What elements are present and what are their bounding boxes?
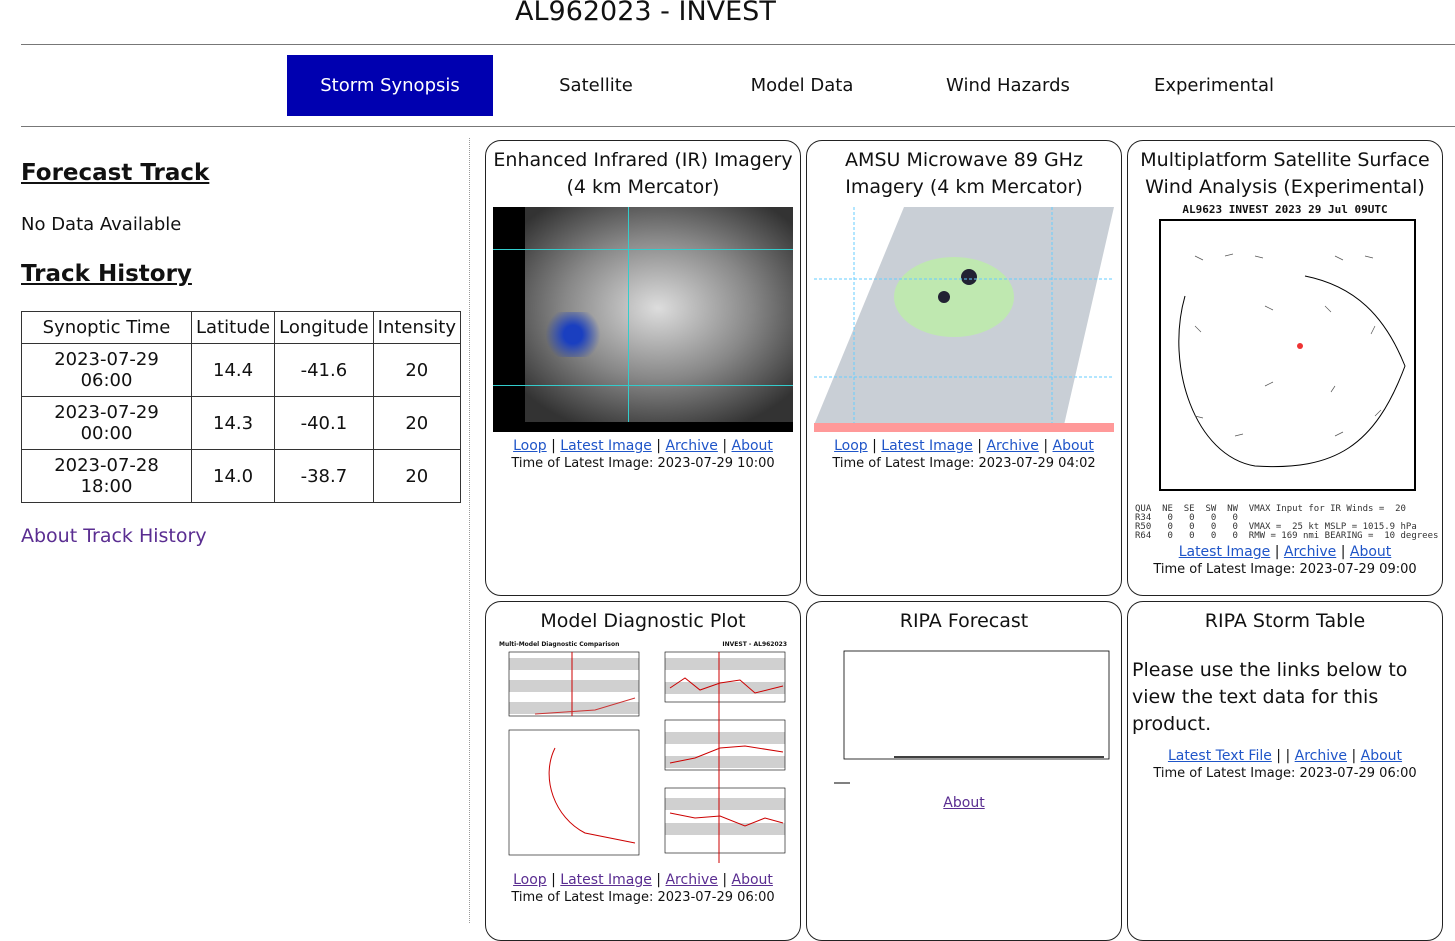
- page-title: AL962023 - INVEST: [515, 0, 776, 27]
- ripa-storm-table-panel: RIPA Storm Table Please use the links be…: [1127, 601, 1443, 941]
- divider: [21, 126, 1455, 127]
- cell: 20: [373, 397, 460, 450]
- column-divider: [469, 138, 470, 923]
- panel-text: Please use the links below to view the t…: [1128, 657, 1442, 738]
- cell: 20: [373, 450, 460, 503]
- cell: 2023-07-29 06:00: [22, 344, 192, 397]
- image-footer-line: R64 0 0 0 0 RMW = 169 nmi BEARING = 10 d…: [1135, 532, 1435, 541]
- panel-links: Latest Text File | | Archive | About: [1128, 748, 1442, 764]
- track-history-heading: Track History: [21, 261, 461, 287]
- cell: 2023-07-28 18:00: [22, 450, 192, 503]
- ir-satellite-image[interactable]: [493, 207, 793, 432]
- archive-link[interactable]: Archive: [986, 438, 1038, 454]
- about-link[interactable]: About: [732, 872, 773, 888]
- image-header-2: INVEST - AL962023: [722, 641, 787, 648]
- cell: -41.6: [275, 344, 374, 397]
- latest-image-time: Time of Latest Image: 2023-07-29 06:00: [1128, 766, 1442, 781]
- track-history-table: Synoptic Time Latitude Longitude Intensi…: [21, 311, 461, 503]
- panel-title: RIPA Forecast: [807, 608, 1121, 635]
- cell: 14.4: [192, 344, 275, 397]
- column-header: Longitude: [275, 312, 374, 344]
- latest-image-time: Time of Latest Image: 2023-07-29 06:00: [486, 890, 800, 905]
- panel-title: Enhanced Infrared (IR) Imagery (4 km Mer…: [486, 147, 800, 201]
- image-header: AL9623 INVEST 2023 29 Jul 09UTC: [1135, 203, 1435, 216]
- cell: 14.0: [192, 450, 275, 503]
- loop-link[interactable]: Loop: [834, 438, 868, 454]
- about-track-history-link[interactable]: About Track History: [21, 525, 461, 547]
- tab-experimental[interactable]: Experimental: [1111, 55, 1317, 116]
- model-diagnostic-image[interactable]: Multi-Model Diagnostic Comparison INVEST…: [495, 641, 791, 866]
- panel-links: Loop | Latest Image | Archive | About: [486, 438, 800, 454]
- ripa-forecast-image[interactable]: [814, 641, 1114, 791]
- latest-image-link[interactable]: Latest Image: [881, 438, 973, 454]
- panel-links: About: [807, 795, 1121, 811]
- tab-model-data[interactable]: Model Data: [699, 55, 905, 116]
- ripa-forecast-panel: RIPA Forecast About: [806, 601, 1122, 941]
- column-header: Latitude: [192, 312, 275, 344]
- cell: -40.1: [275, 397, 374, 450]
- latest-image-link[interactable]: Latest Image: [560, 438, 652, 454]
- forecast-track-status: No Data Available: [21, 214, 461, 235]
- about-link[interactable]: About: [943, 795, 984, 811]
- archive-link[interactable]: Archive: [665, 438, 717, 454]
- tab-storm-synopsis[interactable]: Storm Synopsis: [287, 55, 493, 116]
- panel-title: Multiplatform Satellite Surface Wind Ana…: [1128, 147, 1442, 201]
- tab-satellite[interactable]: Satellite: [493, 55, 699, 116]
- cell: 14.3: [192, 397, 275, 450]
- amsu-microwave-panel: AMSU Microwave 89 GHz Imagery (4 km Merc…: [806, 140, 1122, 596]
- archive-link[interactable]: Archive: [1295, 748, 1347, 764]
- table-header-row: Synoptic Time Latitude Longitude Intensi…: [22, 312, 461, 344]
- about-link[interactable]: About: [732, 438, 773, 454]
- column-header: Intensity: [373, 312, 460, 344]
- cell: 20: [373, 344, 460, 397]
- loop-link[interactable]: Loop: [513, 872, 547, 888]
- loop-link[interactable]: Loop: [513, 438, 547, 454]
- left-column: Forecast Track No Data Available Track H…: [21, 160, 461, 547]
- panel-links: Loop | Latest Image | Archive | About: [807, 438, 1121, 454]
- model-diagnostic-panel: Model Diagnostic Plot Multi-Model Diagno…: [485, 601, 801, 941]
- latest-image-time: Time of Latest Image: 2023-07-29 09:00: [1128, 562, 1442, 577]
- surface-wind-panel: Multiplatform Satellite Surface Wind Ana…: [1127, 140, 1443, 596]
- latest-text-file-link[interactable]: Latest Text File: [1168, 748, 1272, 764]
- column-header: Synoptic Time: [22, 312, 192, 344]
- latest-image-time: Time of Latest Image: 2023-07-29 04:02: [807, 456, 1121, 471]
- divider: [21, 44, 1455, 45]
- panel-title: Model Diagnostic Plot: [486, 608, 800, 635]
- latest-image-time: Time of Latest Image: 2023-07-29 10:00: [486, 456, 800, 471]
- panel-links: Loop | Latest Image | Archive | About: [486, 872, 800, 888]
- panel-title: AMSU Microwave 89 GHz Imagery (4 km Merc…: [807, 147, 1121, 201]
- about-link[interactable]: About: [1053, 438, 1094, 454]
- latest-image-link[interactable]: Latest Image: [560, 872, 652, 888]
- panel-title: RIPA Storm Table: [1128, 608, 1442, 635]
- ir-imagery-panel: Enhanced Infrared (IR) Imagery (4 km Mer…: [485, 140, 801, 596]
- cell: 2023-07-29 00:00: [22, 397, 192, 450]
- about-link[interactable]: About: [1361, 748, 1402, 764]
- main-nav: Storm Synopsis Satellite Model Data Wind…: [287, 55, 1317, 116]
- forecast-track-heading: Forecast Track: [21, 160, 461, 186]
- tab-wind-hazards[interactable]: Wind Hazards: [905, 55, 1111, 116]
- microwave-satellite-image[interactable]: [814, 207, 1114, 432]
- wind-analysis-image[interactable]: AL9623 INVEST 2023 29 Jul 09UTC QUA NE S…: [1135, 203, 1435, 538]
- archive-link[interactable]: Archive: [665, 872, 717, 888]
- image-header: Multi-Model Diagnostic Comparison: [499, 641, 619, 648]
- cell: -38.7: [275, 450, 374, 503]
